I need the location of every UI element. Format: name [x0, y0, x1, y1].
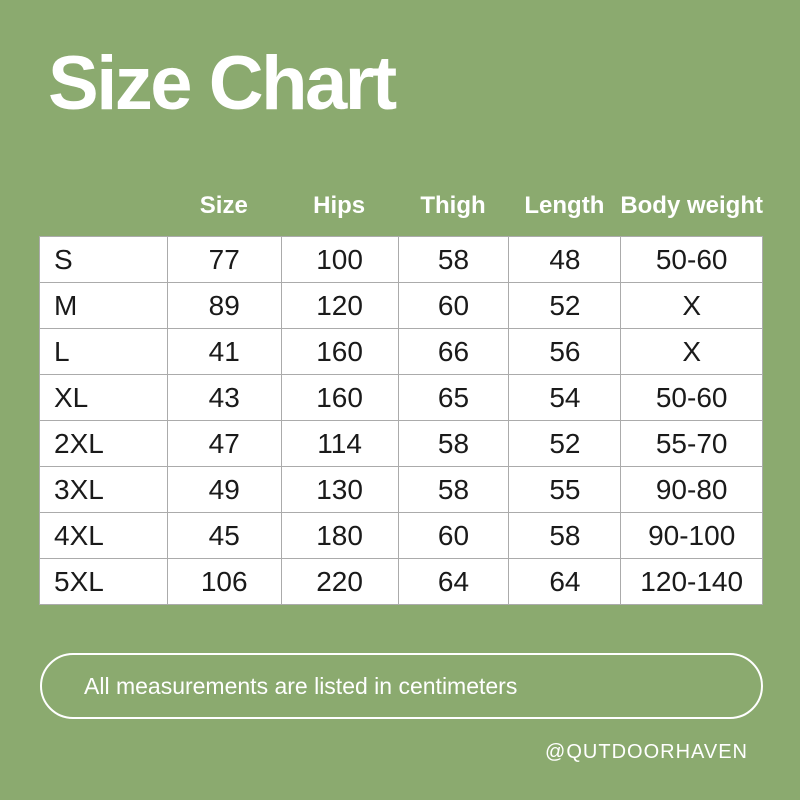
table-cell: 60 — [398, 283, 509, 328]
table-cell: 58 — [398, 237, 509, 282]
table-cell: 77 — [167, 237, 281, 282]
row-label: 4XL — [40, 513, 167, 558]
table-header-row: Size Hips Thigh Length Body weight — [39, 176, 763, 236]
note-text: All measurements are listed in centimete… — [84, 672, 518, 699]
table-cell: 52 — [509, 283, 621, 328]
table-cell: 52 — [509, 421, 621, 466]
table-cell: 47 — [167, 421, 281, 466]
table-cell: 58 — [398, 421, 509, 466]
row-label: XL — [40, 375, 167, 420]
table-cell: 49 — [167, 467, 281, 512]
header-cell-length: Length — [524, 192, 605, 219]
table-cell: 56 — [509, 329, 621, 374]
table-cell: 55-70 — [621, 421, 762, 466]
note-pill: All measurements are listed in centimete… — [40, 653, 763, 719]
table-cell: 106 — [167, 559, 281, 604]
row-label: 2XL — [40, 421, 167, 466]
size-chart-table: Size Hips Thigh Length Body weight S 77 … — [39, 176, 763, 605]
table-cell: 60 — [398, 513, 509, 558]
table-cell: 130 — [281, 467, 398, 512]
row-label: 3XL — [40, 467, 167, 512]
table-cell: 45 — [167, 513, 281, 558]
table-cell: 180 — [281, 513, 398, 558]
table-body: S 77 100 58 48 50-60 M 89 120 60 52 X L … — [39, 236, 763, 605]
table-cell: 55 — [509, 467, 621, 512]
table-cell: 120-140 — [621, 559, 762, 604]
table-cell: 114 — [281, 421, 398, 466]
table-cell: X — [621, 283, 762, 328]
table-cell: 160 — [281, 329, 398, 374]
table-cell: 90-80 — [621, 467, 762, 512]
page-title: Size Chart — [48, 41, 397, 126]
table-cell: 41 — [167, 329, 281, 374]
table-cell: 58 — [398, 467, 509, 512]
brand-handle: @QUTDOORHAVEN — [545, 741, 748, 763]
table-cell: 58 — [509, 513, 621, 558]
header-cell-hips: Hips — [313, 192, 366, 219]
table-cell: 43 — [167, 375, 281, 420]
table-cell: 90-100 — [621, 513, 762, 558]
row-label: L — [40, 329, 167, 374]
table-cell: 64 — [509, 559, 621, 604]
header-cell-body-weight: Body weight — [620, 192, 763, 219]
table-cell: 64 — [398, 559, 509, 604]
table-cell: 120 — [281, 283, 398, 328]
header-cell-thigh: Thigh — [420, 192, 486, 219]
table-cell: 50-60 — [621, 237, 762, 282]
table-cell: 48 — [509, 237, 621, 282]
table-cell: X — [621, 329, 762, 374]
table-cell: 100 — [281, 237, 398, 282]
table-cell: 160 — [281, 375, 398, 420]
table-cell: 65 — [398, 375, 509, 420]
row-label: 5XL — [40, 559, 167, 604]
row-label: M — [40, 283, 167, 328]
table-cell: 220 — [281, 559, 398, 604]
table-cell: 89 — [167, 283, 281, 328]
table-cell: 54 — [509, 375, 621, 420]
table-cell: 66 — [398, 329, 509, 374]
row-label: S — [40, 237, 167, 282]
header-cell-size: Size — [199, 192, 248, 219]
table-cell: 50-60 — [621, 375, 762, 420]
